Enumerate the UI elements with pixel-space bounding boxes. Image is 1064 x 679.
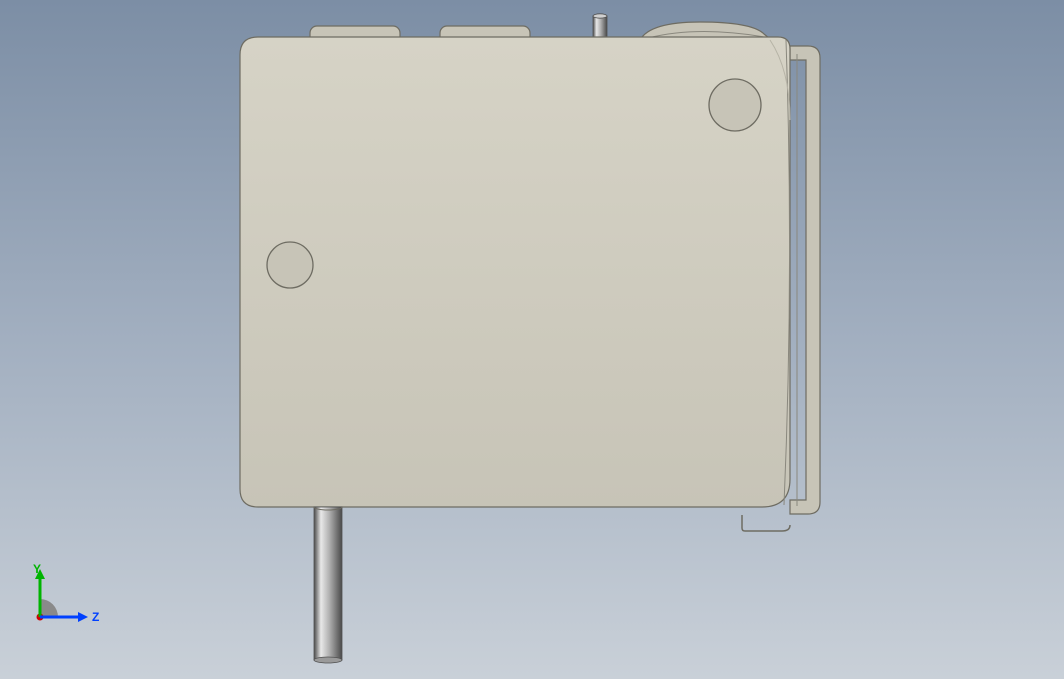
cad-canvas[interactable]	[0, 0, 1064, 679]
cad-viewport[interactable]: Y Z	[0, 0, 1064, 679]
top-pin	[593, 14, 607, 40]
axis-label-z: Z	[92, 610, 99, 624]
bottom-shaft	[314, 507, 342, 663]
main-block	[240, 37, 790, 507]
axis-label-y: Y	[33, 562, 41, 576]
